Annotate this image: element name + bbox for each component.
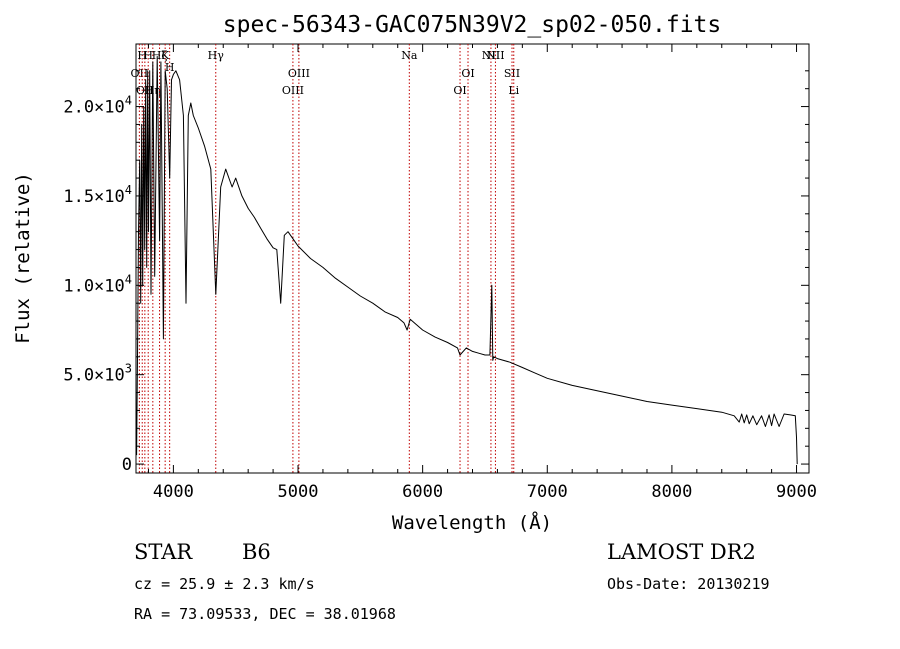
line-marker-label: Hζ — [152, 49, 168, 62]
y-tick-label: 5.0×103 — [63, 362, 132, 386]
line-marker-label: Na — [401, 49, 418, 62]
line-marker-label: OIII — [282, 84, 304, 97]
x-tick-label: 9000 — [776, 482, 817, 502]
y-tick-label: 1.0×104 — [63, 272, 132, 296]
object-class: STAR — [134, 540, 193, 564]
x-tick-label: 5000 — [278, 482, 319, 502]
line-marker-label: SII — [504, 67, 520, 80]
line-markers: OIIHOIIHHηHζKHHγOIIIOIIINaOIOINIINIISIIL… — [131, 44, 520, 473]
line-marker-label: H — [165, 61, 175, 74]
y-axis-label: Flux (relative) — [12, 172, 34, 344]
x-tick-label: 6000 — [402, 482, 443, 502]
observation-date: Obs-Date: 20130219 — [607, 575, 770, 593]
line-marker-label: Li — [508, 84, 519, 97]
survey-name: LAMOST DR2 — [607, 540, 756, 564]
line-marker-label: K — [161, 49, 170, 62]
line-marker-label: NII — [486, 49, 504, 62]
x-tick-label: 8000 — [651, 482, 692, 502]
line-marker-label: H — [137, 49, 147, 62]
x-axis-label: Wavelength (Å) — [392, 511, 552, 534]
line-marker-label: OII — [131, 67, 149, 80]
line-marker-label: Hγ — [208, 49, 225, 62]
spectrum-series — [136, 56, 798, 465]
line-marker-label: OI — [461, 67, 474, 80]
x-axis-ticks: 4000 5000 6000 7000 8000 9000 — [147, 44, 817, 502]
coordinates: RA = 73.09533, DEC = 38.01968 — [134, 605, 396, 623]
plot-frame — [135, 43, 810, 474]
line-marker-label: OIII — [288, 67, 310, 80]
object-subclass: B6 — [242, 540, 271, 564]
y-axis-ticks: 0 5.0×103 1.0×104 1.5×104 2.0×104 — [63, 70, 809, 475]
chart-title: spec-56343-GAC075N39V2_sp02-050.fits — [223, 12, 722, 38]
line-marker-label: H — [143, 49, 153, 62]
line-marker-label: OI — [453, 84, 466, 97]
redshift-cz: cz = 25.9 ± 2.3 km/s — [134, 575, 315, 593]
x-tick-label: 4000 — [153, 482, 194, 502]
spectrum-line-0 — [136, 56, 798, 465]
y-tick-label: 0 — [122, 455, 132, 475]
x-tick-label: 7000 — [527, 482, 568, 502]
y-tick-label: 1.5×104 — [63, 183, 132, 207]
y-tick-label: 2.0×104 — [63, 94, 132, 118]
